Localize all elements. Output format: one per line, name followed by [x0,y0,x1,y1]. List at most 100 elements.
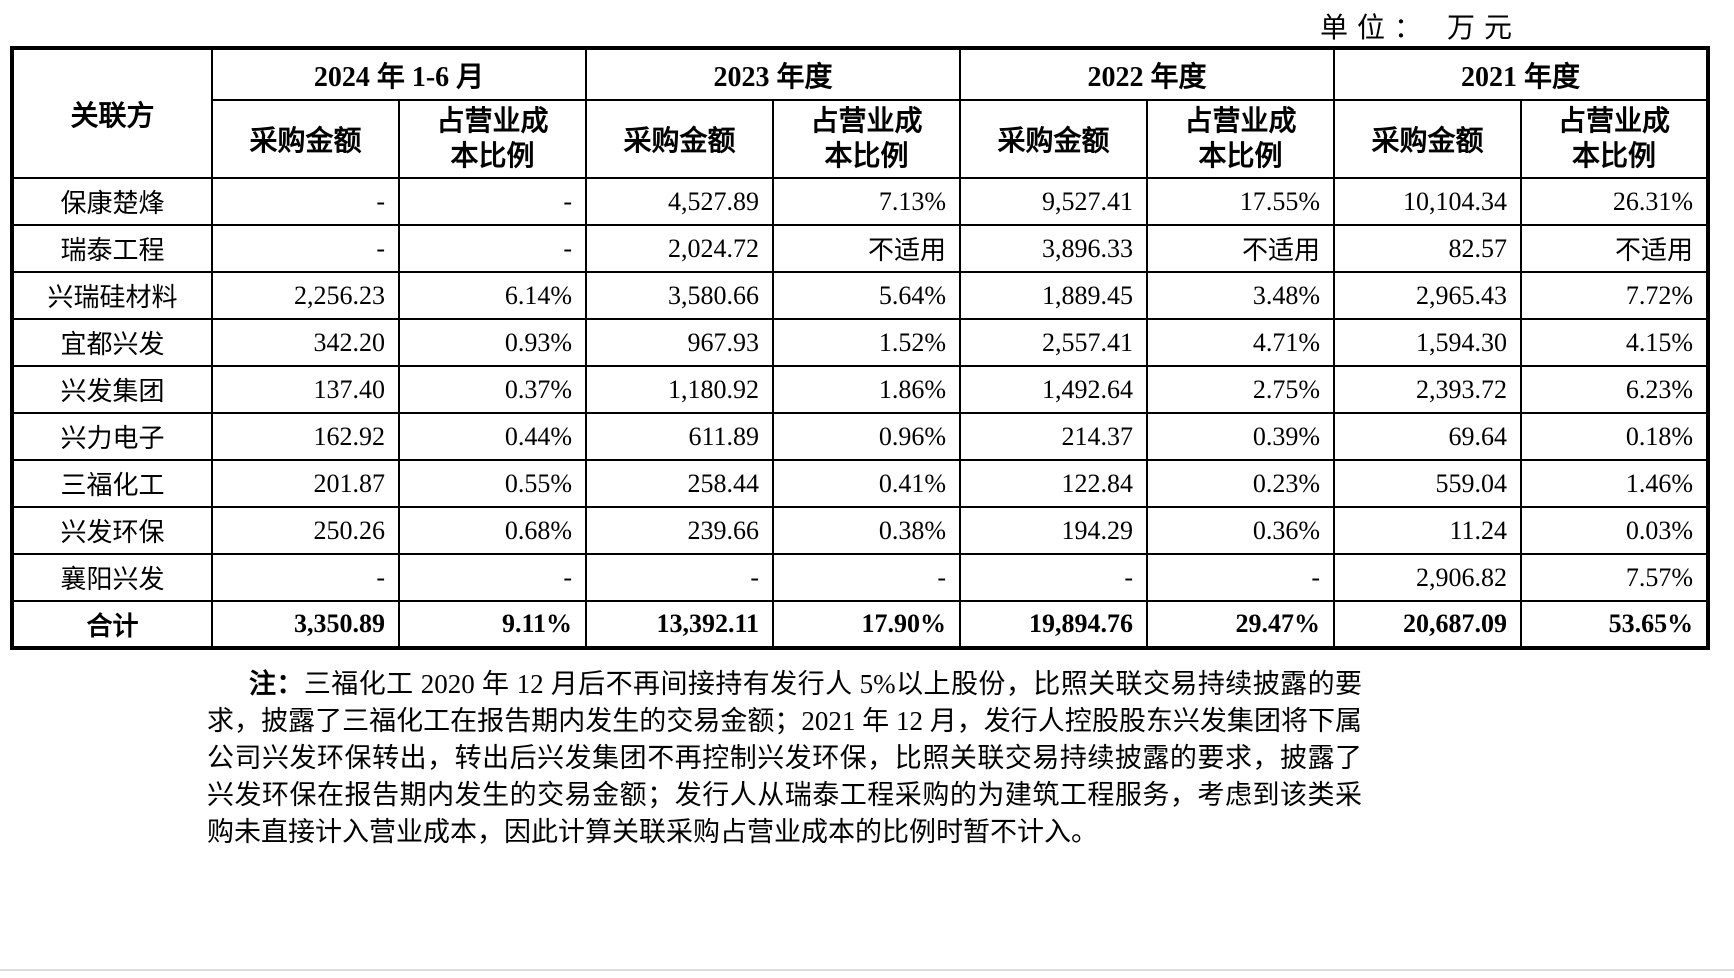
ratio-header-2023: 占营业成 本比例 [772,99,962,179]
value-cell: 17.90% [772,600,962,649]
period-header-2024h1: 2024 年 1-6 月 [210,47,588,101]
ratio-header-2021: 占营业成 本比例 [1520,99,1710,179]
value-cell: 26.31% [1520,177,1710,226]
value-cell: 不适用 [772,224,962,273]
value-cell: - [1146,553,1336,602]
value-cell: - [397,177,588,226]
table-header: 关联方 2024 年 1-6 月 2023 年度 2022 年度 2021 年度… [11,47,1710,179]
table-row: 瑞泰工程 - -2,024.72 不适用 3,896.33 不适用 82.57 不适用 [11,224,1710,273]
value-cell: 2,906.82 [1333,553,1523,602]
value-cell: 0.39% [1146,412,1336,461]
value-cell: 2,557.41 [959,318,1149,367]
value-cell: 4,527.89 [585,177,775,226]
value-cell: 194.29 [959,506,1149,555]
table-row: 兴发集团 137.40 0.37% 1,180.92 1.86% 1,492.64 2.75… [11,365,1710,414]
value-cell: 3,350.89 [211,600,400,649]
value-cell: 2,965.43 [1333,271,1523,320]
value-cell: 0.68% [397,506,588,555]
value-cell: 0.37% [397,365,588,414]
amount-header-2024h1: 采购金额 [211,99,400,179]
value-cell: 17.55% [1146,177,1336,226]
value-cell: 0.41% [772,459,962,508]
value-cell: 1,492.64 [959,365,1149,414]
value-cell: 0.03% [1520,506,1710,555]
value-cell: 不适用 [1520,224,1710,273]
value-cell: 19,894.76 [959,600,1149,649]
value-cell: 3.48% [1146,271,1336,320]
value-cell: 611.89 [585,412,775,461]
value-cell: 7.72% [1520,271,1710,320]
value-cell: 0.23% [1146,459,1336,508]
total-row: 合计 3,350.89 9.11% 13,392.11 17.90% 19,894.76 2… [11,600,1710,649]
unit-label: 单位： 万元 [1320,13,1522,44]
value-cell: 0.55% [397,459,588,508]
value-cell: 258.44 [585,459,775,508]
table-row: 兴瑞硅材料 2,256.23 6.14% 3,580.66 5.64% 1,889.45 3… [11,271,1710,320]
value-cell: 3,580.66 [585,271,775,320]
value-cell: 2,024.72 [585,224,775,273]
value-cell: 967.93 [585,318,775,367]
total-row-label: 合计 [11,600,213,649]
value-cell: 2.75% [1146,365,1336,414]
value-cell: 0.38% [772,506,962,555]
value-cell: 342.20 [211,318,400,367]
related-party-purchase-table: 关联方 2024 年 1-6 月 2023 年度 2022 年度 2021 年度… [10,46,1711,650]
value-cell: 7.13% [772,177,962,226]
table-row: 保康楚烽 - -4,527.89 7.13% 9,527.41 17.55% 10,104.… [11,177,1710,226]
amount-header-2023: 采购金额 [585,99,775,179]
table-row: 兴力电子 162.92 0.44% 611.89 0.96% 214.37 0.39% 69.… [11,412,1710,461]
value-cell: 1,889.45 [959,271,1149,320]
value-cell: 4.71% [1146,318,1336,367]
period-header-2021: 2021 年度 [1333,47,1710,101]
value-cell: 69.64 [1333,412,1523,461]
value-cell: 0.96% [772,412,962,461]
period-header-2023: 2023 年度 [585,47,962,101]
value-cell: 239.66 [585,506,775,555]
value-cell: 1,180.92 [585,365,775,414]
table-row: 宜都兴发 342.20 0.93% 967.93 1.52% 2,557.41 4.71% 1… [11,318,1710,367]
value-cell: 3,896.33 [959,224,1149,273]
value-cell: 6.23% [1520,365,1710,414]
value-cell: 214.37 [959,412,1149,461]
footnote-text: 三福化工 2020 年 12 月后不再间接持有发行人 5%以上股份，比照关联交易… [207,669,1363,847]
value-cell: 2,256.23 [211,271,400,320]
value-cell: 4.15% [1520,318,1710,367]
value-cell: - [959,553,1149,602]
value-cell: 559.04 [1333,459,1523,508]
value-cell: 10,104.34 [1333,177,1523,226]
value-cell: - [211,553,400,602]
table-row: 兴发环保 250.26 0.68% 239.66 0.38% 194.29 0.36% 11.… [11,506,1710,555]
value-cell: 9.11% [397,600,588,649]
value-cell: - [585,553,775,602]
related-party-name: 三福化工 [11,459,213,508]
table-body: 保康楚烽 - -4,527.89 7.13% 9,527.41 17.55% 10,104.… [11,177,1710,649]
value-cell: 13,392.11 [585,600,775,649]
table-row: 襄阳兴发 - - - - - -2,906.82 7.57% [11,553,1710,602]
value-cell: 0.18% [1520,412,1710,461]
value-cell: 11.24 [1333,506,1523,555]
table-row: 三福化工 201.87 0.55% 258.44 0.41% 122.84 0.23% 559… [11,459,1710,508]
value-cell: - [211,224,400,273]
value-cell: 0.44% [397,412,588,461]
related-party-name: 兴发集团 [11,365,213,414]
related-party-name: 兴发环保 [11,506,213,555]
related-party-name: 宜都兴发 [11,318,213,367]
related-party-name: 保康楚烽 [11,177,213,226]
footnote-label: 注： [249,669,304,699]
value-cell: 5.64% [772,271,962,320]
value-cell: 6.14% [397,271,588,320]
ratio-header-2022: 占营业成 本比例 [1146,99,1336,179]
value-cell: - [772,553,962,602]
value-cell: 9,527.41 [959,177,1149,226]
footnote: 注：三福化工 2020 年 12 月后不再间接持有发行人 5%以上股份，比照关联… [207,666,1362,851]
amount-header-2021: 采购金额 [1333,99,1523,179]
value-cell: - [397,224,588,273]
value-cell: 20,687.09 [1333,600,1523,649]
value-cell: 不适用 [1146,224,1336,273]
value-cell: 137.40 [211,365,400,414]
value-cell: 1.86% [772,365,962,414]
value-cell: 201.87 [211,459,400,508]
value-cell: 1.46% [1520,459,1710,508]
value-cell: 1,594.30 [1333,318,1523,367]
value-cell: 122.84 [959,459,1149,508]
